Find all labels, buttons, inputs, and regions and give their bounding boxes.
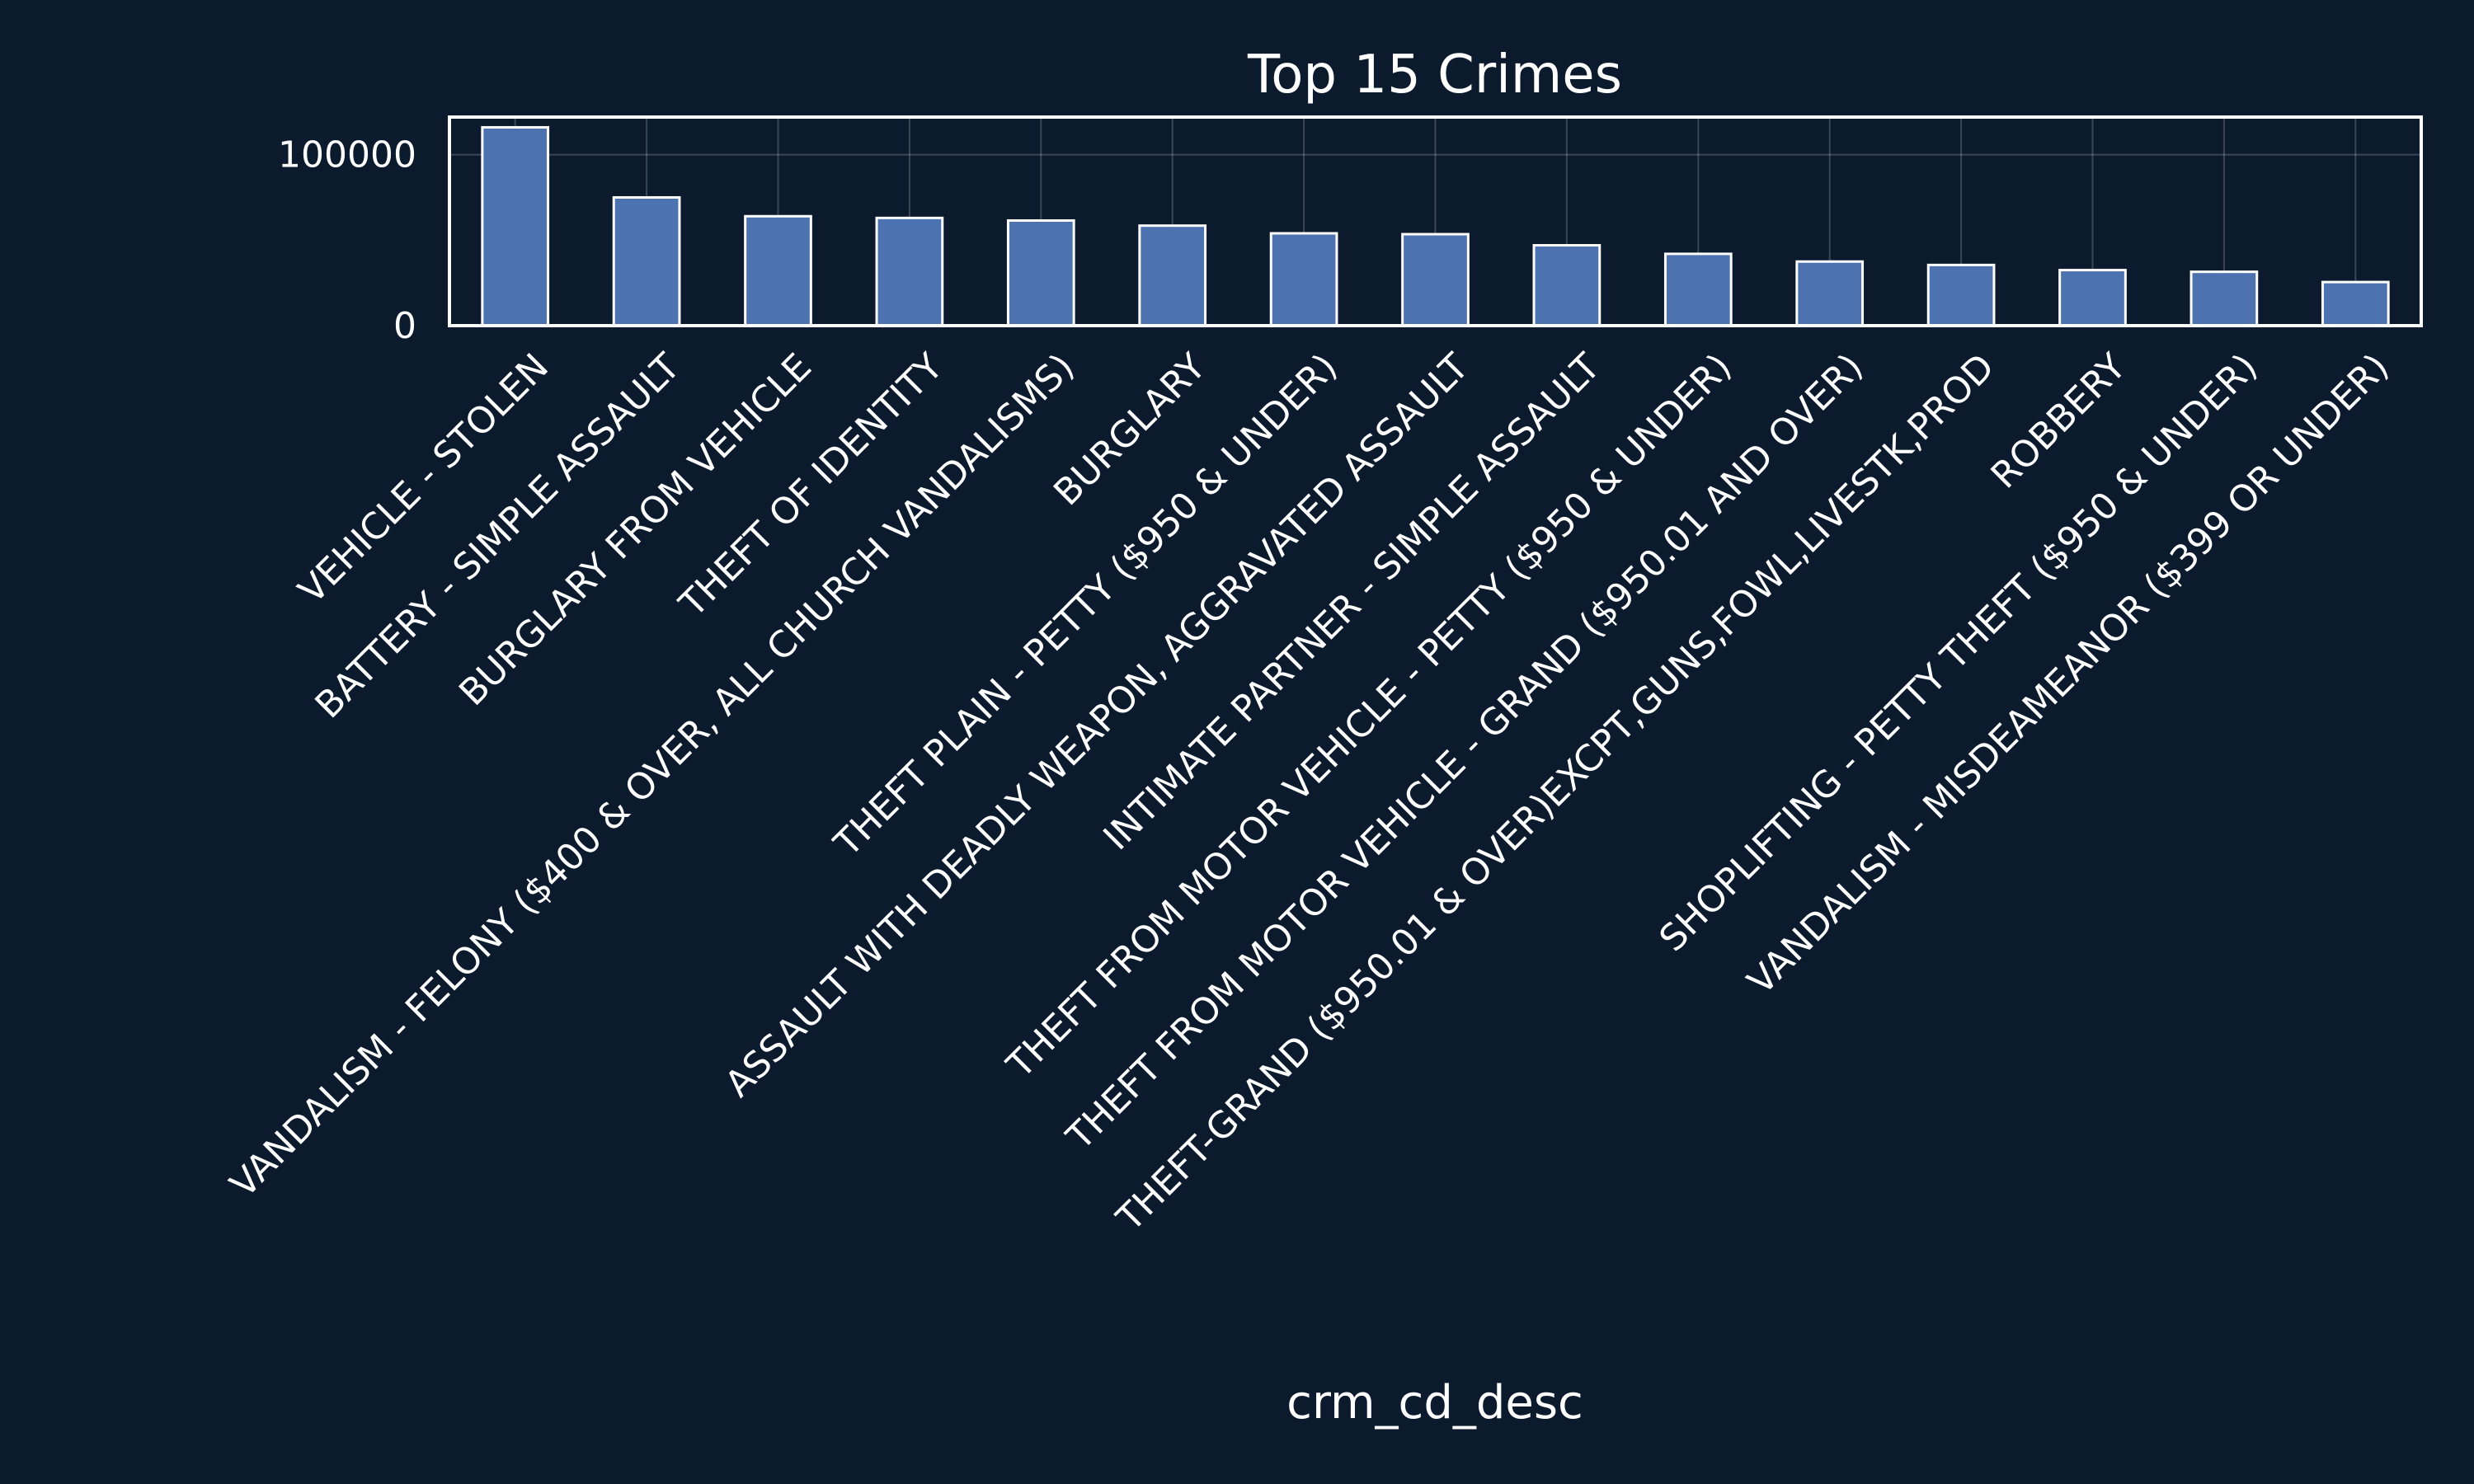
bar	[1269, 232, 1338, 327]
x-tick-label: THEFT-GRAND ($950.01 & OVER)EXCPT,GUNS,F…	[1108, 345, 2003, 1240]
bar	[1401, 232, 1470, 327]
bar	[1138, 224, 1207, 327]
bar	[612, 195, 681, 327]
plot-frame	[448, 115, 2423, 327]
bar	[481, 125, 550, 327]
x-tick-label: VANDALISM - MISDEAMEANOR ($399 OR UNDER)	[1740, 345, 2397, 1003]
x-tick-label: VANDALISM - FELONY ($400 & OVER, ALL CHU…	[223, 345, 1083, 1205]
bar	[875, 216, 944, 327]
bar	[1663, 252, 1733, 327]
bar	[1795, 260, 1865, 327]
y-tick-label: 100000	[278, 134, 416, 176]
x-axis-label: crm_cd_desc	[1286, 1376, 1583, 1430]
x-tick-label: VEHICLE - STOLEN	[290, 345, 557, 612]
bar	[2189, 270, 2259, 327]
y-tick-label: 0	[393, 305, 416, 347]
bar	[1926, 263, 1996, 327]
bar	[2058, 269, 2127, 327]
y-axis: 0 100000	[278, 134, 416, 347]
chart-title: Top 15 Crimes	[1247, 45, 1622, 106]
bar	[744, 214, 812, 327]
x-tick-label: THEFT OF IDENTITY	[671, 345, 952, 626]
bar	[1532, 244, 1602, 327]
x-tick-label: INTIMATE PARTNER - SIMPLE ASSAULT	[1095, 345, 1608, 858]
bar	[2321, 280, 2390, 327]
x-tick-label: SHOPLIFTING - PETTY THEFT ($950 & UNDER)	[1652, 345, 2266, 960]
bars-layer	[481, 125, 2390, 327]
bar	[1006, 218, 1075, 327]
